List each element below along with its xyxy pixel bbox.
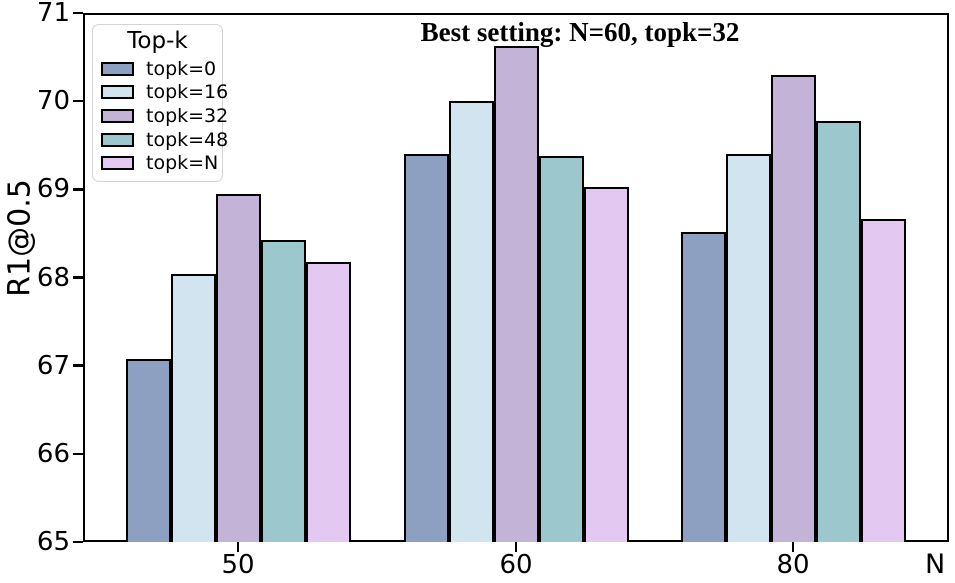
legend-title: Top-k: [127, 28, 188, 54]
legend-item: topk=16: [99, 81, 228, 105]
x-tick-mark: [514, 542, 518, 552]
y-tick-label: 67: [36, 350, 70, 381]
y-tick-mark: [73, 188, 83, 191]
bar-topk=0-N60: [403, 154, 449, 542]
y-tick-mark: [73, 364, 83, 367]
chart-annotation: Best setting: N=60, topk=32: [420, 17, 740, 47]
legend-item: topk=48: [99, 128, 228, 152]
legend-item: topk=N: [99, 151, 219, 175]
x-tick-label: 50: [221, 550, 255, 580]
y-tick-label: 69: [36, 174, 70, 205]
bar-topk=16-N80: [725, 154, 771, 542]
y-tick-mark: [73, 11, 83, 15]
bar-topk=48-N80: [815, 120, 861, 542]
y-tick-label: 68: [36, 262, 70, 293]
x-axis-label: N: [925, 549, 946, 580]
legend-swatch-topk=16: [101, 85, 134, 100]
legend-item-label: topk=N: [146, 152, 219, 175]
bar-topk=0-N50: [125, 358, 171, 542]
bar-topk=32-N50: [215, 193, 261, 542]
legend-swatch-topk=32: [101, 108, 134, 123]
bar-topk=32-N80: [770, 74, 816, 542]
legend-item: topk=0: [99, 57, 216, 81]
legend-item-label: topk=32: [146, 104, 229, 127]
x-tick-label: 60: [499, 550, 533, 580]
legend-item-label: topk=16: [146, 81, 229, 104]
legend-swatch-topk=0: [101, 61, 134, 76]
bar-topk=16-N50: [170, 273, 216, 542]
legend-item-label: topk=0: [146, 57, 217, 80]
bar-topk=48-N50: [260, 239, 306, 542]
y-tick-label: 65: [36, 527, 70, 557]
y-tick-label: 70: [36, 86, 70, 117]
legend-swatch-topk=N: [101, 156, 134, 171]
y-tick-mark: [73, 452, 83, 456]
legend-swatch-topk=48: [101, 132, 134, 147]
bar-topk=N-N50: [305, 261, 351, 542]
bar-topk=16-N60: [448, 101, 494, 542]
legend-item: topk=32: [99, 104, 228, 128]
y-tick-mark: [73, 540, 83, 544]
bar-topk=32-N60: [493, 45, 539, 542]
y-tick-label: 71: [36, 0, 70, 28]
legend-item-label: topk=48: [146, 128, 229, 151]
y-tick-mark: [73, 99, 83, 103]
x-tick-mark: [791, 542, 795, 552]
x-tick-mark: [236, 542, 240, 552]
bar-topk=N-N60: [583, 186, 629, 542]
bars-layer: [83, 13, 949, 542]
bar-topk=0-N80: [680, 231, 726, 542]
y-tick-label: 66: [36, 438, 70, 469]
bar-topk=N-N80: [860, 219, 906, 542]
x-tick-label: 80: [776, 550, 810, 580]
bar-topk=48-N60: [538, 155, 584, 542]
y-tick-mark: [73, 276, 83, 279]
legend: Top-k topk=0 topk=16 topk=32 topk=48 topk=N: [92, 24, 228, 182]
